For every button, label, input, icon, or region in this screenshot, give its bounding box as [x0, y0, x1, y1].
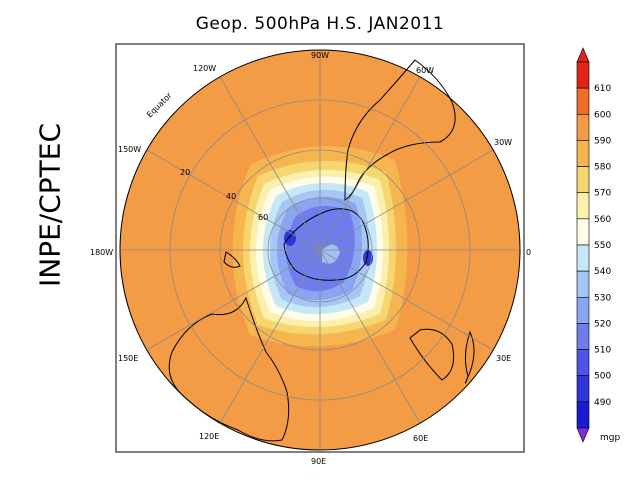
- legend-swatch: [576, 270, 590, 298]
- legend-swatch: [576, 375, 590, 403]
- legend-swatch: [576, 323, 590, 350]
- south-america-coast: [344, 59, 456, 201]
- meridian-line: [146, 149, 321, 251]
- lat-label-equator: Equator: [145, 90, 174, 119]
- legend-swatch: [576, 296, 590, 324]
- legend-level-label: 580: [594, 163, 611, 173]
- legend-swatch: [576, 113, 590, 141]
- legend-level-label: 590: [594, 136, 611, 146]
- australia-coast: [168, 296, 290, 442]
- map-boundary: [119, 49, 521, 451]
- legend-swatch: [576, 166, 590, 194]
- antarctica-coast: [283, 208, 369, 281]
- lon-label-120e: 120E: [199, 432, 219, 441]
- lon-label-180w: 180W: [90, 248, 113, 257]
- legend-swatch: [576, 244, 590, 272]
- madagascar-coast: [464, 330, 475, 384]
- legend-unit-label: mgp: [600, 433, 620, 443]
- legend-swatch: [576, 218, 590, 246]
- legend-level-label: 560: [594, 215, 611, 225]
- lon-label-150w: 150W: [118, 145, 141, 154]
- legend-level-label: 600: [594, 110, 611, 120]
- lon-label-60e: 60E: [413, 434, 428, 443]
- side-label-container: INPE/CPTEC: [20, 120, 80, 290]
- map-title: Geop. 500hPa H.S. JAN2011: [195, 14, 445, 34]
- legend-level-label: 570: [594, 189, 611, 199]
- legend-swatch: [576, 401, 590, 429]
- lon-label-150e: 150E: [118, 354, 138, 363]
- meridian-line: [319, 149, 494, 251]
- legend-swatch: [576, 192, 590, 220]
- meridian-line: [146, 249, 321, 351]
- legend-swatch: [576, 61, 590, 89]
- legend-level-label: 500: [594, 372, 611, 382]
- lat-label-40: 40: [226, 192, 236, 201]
- legend-level-label: 530: [594, 293, 611, 303]
- lat-label-20: 20: [180, 168, 190, 177]
- legend-arrow-top: [576, 47, 590, 63]
- color-legend: 610 600 590 580 570 560 550 540 530 520 510 500 490 m…: [576, 47, 620, 443]
- lat-label-60: 60: [258, 213, 268, 222]
- longitude-label-group: 90W 60W 30W 0 30E 60E 90E 120E 150E 180W…: [90, 51, 531, 466]
- legend-swatch: [576, 87, 590, 115]
- lon-label-90e: 90E: [311, 457, 326, 466]
- legend-arrow-bottom: [576, 427, 590, 443]
- lon-label-90w: 90W: [311, 51, 329, 60]
- graticule: [120, 50, 520, 450]
- legend-level-label: 550: [594, 241, 611, 251]
- lon-label-120w: 120W: [193, 64, 216, 73]
- institution-label: INPE/CPTEC: [33, 123, 67, 287]
- meridian-line: [319, 249, 494, 351]
- legend-level-label: 610: [594, 84, 611, 94]
- legend-level-label: 490: [594, 398, 611, 408]
- legend-level-label: 510: [594, 346, 611, 356]
- geopotential-field: [120, 50, 520, 450]
- africa-coast: [409, 328, 455, 381]
- meridian-line: [219, 76, 321, 251]
- lon-label-30w: 30W: [494, 138, 512, 147]
- new-zealand-coast: [223, 251, 241, 268]
- legend-level-label: 520: [594, 319, 611, 329]
- lon-label-60w: 60W: [416, 66, 434, 75]
- lon-label-0: 0: [526, 248, 531, 257]
- meridian-line: [319, 76, 421, 251]
- legend-swatch: [576, 349, 590, 377]
- legend-level-label: 540: [594, 267, 611, 277]
- meridian-line: [219, 249, 321, 424]
- legend-swatch: [576, 140, 590, 167]
- map-frame: [115, 43, 525, 453]
- lon-label-30e: 30E: [496, 354, 511, 363]
- meridian-line: [319, 249, 421, 424]
- coastlines: [168, 59, 475, 442]
